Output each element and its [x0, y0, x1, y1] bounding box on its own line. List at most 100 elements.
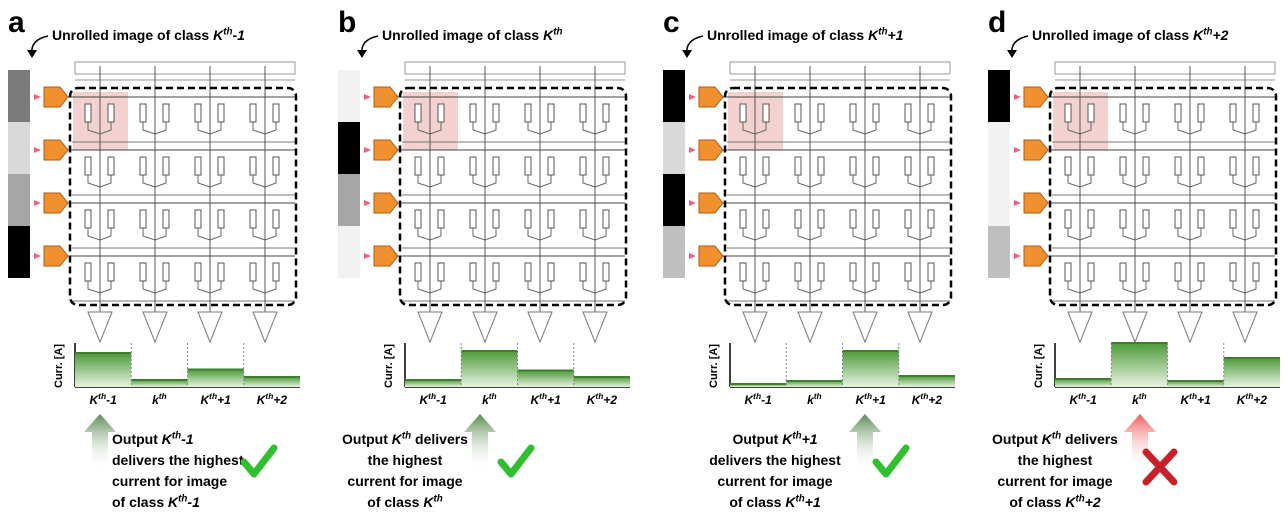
- resistor: [763, 210, 769, 228]
- resistor: [493, 157, 499, 175]
- input-driver: [374, 193, 398, 213]
- resistor: [108, 157, 114, 175]
- bar: [1224, 358, 1280, 387]
- resistor: [850, 104, 856, 122]
- resistor: [1198, 104, 1204, 122]
- text-segment: th: [265, 391, 273, 401]
- text-segment: th: [814, 391, 822, 401]
- resistor: [763, 104, 769, 122]
- resistor: [218, 157, 224, 175]
- text-segment: -1: [1086, 393, 1097, 407]
- y-axis-label: Curr. [A]: [53, 344, 65, 388]
- output-text: the highest: [1018, 452, 1093, 468]
- text-segment: the highest: [368, 452, 443, 468]
- output-text: delivers the highest: [709, 452, 841, 468]
- text-segment: th: [1203, 26, 1212, 37]
- text-segment: Output: [992, 431, 1042, 447]
- text-segment: delivers the highest: [112, 452, 244, 468]
- category-label: Kth+2: [1237, 391, 1268, 407]
- text-segment: th: [753, 391, 761, 401]
- caption-arrowhead: [1007, 50, 1017, 58]
- input-driver: [699, 87, 723, 107]
- resistor: [1175, 157, 1181, 175]
- resistor: [1088, 104, 1094, 122]
- text-segment: Unrolled image of class: [707, 27, 868, 43]
- resistor: [580, 104, 586, 122]
- input-driver: [374, 140, 398, 160]
- text-segment: of class: [729, 494, 785, 510]
- resistor: [1088, 263, 1094, 281]
- resistor: [1088, 210, 1094, 228]
- input-driver: [374, 87, 398, 107]
- input-pulse: [1014, 147, 1021, 153]
- resistor: [1230, 157, 1236, 175]
- text-segment: Output: [342, 431, 392, 447]
- resistor: [85, 263, 91, 281]
- figure: aUnrolled image of class Kth-1Curr. [A]K…: [0, 0, 1288, 512]
- pixel: [663, 174, 685, 226]
- resistor: [1198, 263, 1204, 281]
- input-pulse: [34, 147, 41, 153]
- panel-letter: a: [8, 6, 25, 39]
- category-label: Kth+1: [200, 391, 231, 407]
- resistor: [218, 210, 224, 228]
- resistor: [1088, 157, 1094, 175]
- text-segment: Output: [112, 431, 162, 447]
- output-amp: [1068, 312, 1092, 342]
- caption: Unrolled image of class Kth+1: [707, 26, 904, 43]
- caption: Unrolled image of class Kth+2: [1032, 26, 1229, 43]
- input-driver: [699, 246, 723, 266]
- resistor: [1143, 263, 1149, 281]
- resistor: [548, 263, 554, 281]
- resistor: [140, 210, 146, 228]
- text-segment: th: [172, 430, 181, 441]
- input-pulse: [689, 253, 696, 259]
- text-segment: th: [553, 26, 562, 37]
- caption-arrowhead: [357, 50, 367, 58]
- text-segment: th: [1052, 430, 1061, 441]
- text-segment: of class: [112, 494, 168, 510]
- resistor: [273, 210, 279, 228]
- resistor: [250, 210, 256, 228]
- resistor: [1175, 210, 1181, 228]
- resistor: [140, 104, 146, 122]
- bar: [1111, 343, 1167, 387]
- text-segment: -1: [187, 494, 200, 510]
- resistor: [548, 210, 554, 228]
- text-segment: +2: [928, 393, 942, 407]
- bar: [899, 376, 955, 387]
- y-axis-label: Curr. [A]: [383, 344, 395, 388]
- output-text: Output Kth delivers: [992, 430, 1118, 447]
- text-segment: +1: [1197, 393, 1211, 407]
- resistor: [1253, 263, 1259, 281]
- bar: [518, 371, 574, 388]
- resistor: [250, 104, 256, 122]
- output-arrow: [464, 414, 496, 470]
- text-segment: th: [1078, 391, 1086, 401]
- resistor: [580, 210, 586, 228]
- text-segment: of class: [367, 494, 423, 510]
- resistor: [928, 210, 934, 228]
- text-segment: of class: [1009, 494, 1065, 510]
- input-driver: [44, 87, 68, 107]
- pixel: [663, 70, 685, 122]
- resistor: [873, 263, 879, 281]
- resistor: [85, 210, 91, 228]
- resistor: [195, 210, 201, 228]
- resistor: [548, 104, 554, 122]
- input-pulse: [34, 200, 41, 206]
- resistor: [603, 210, 609, 228]
- input-driver: [699, 193, 723, 213]
- output-text: of class Kth+2: [1009, 493, 1101, 510]
- pixel: [8, 122, 30, 174]
- resistor: [1120, 104, 1126, 122]
- pixel: [988, 226, 1010, 278]
- text-segment: +2: [603, 393, 617, 407]
- text-segment: the highest: [1018, 452, 1093, 468]
- resistor: [218, 263, 224, 281]
- resistor: [1230, 104, 1236, 122]
- resistor: [740, 210, 746, 228]
- pixel: [338, 226, 360, 278]
- resistor: [470, 104, 476, 122]
- text-segment: Unrolled image of class: [1032, 27, 1193, 43]
